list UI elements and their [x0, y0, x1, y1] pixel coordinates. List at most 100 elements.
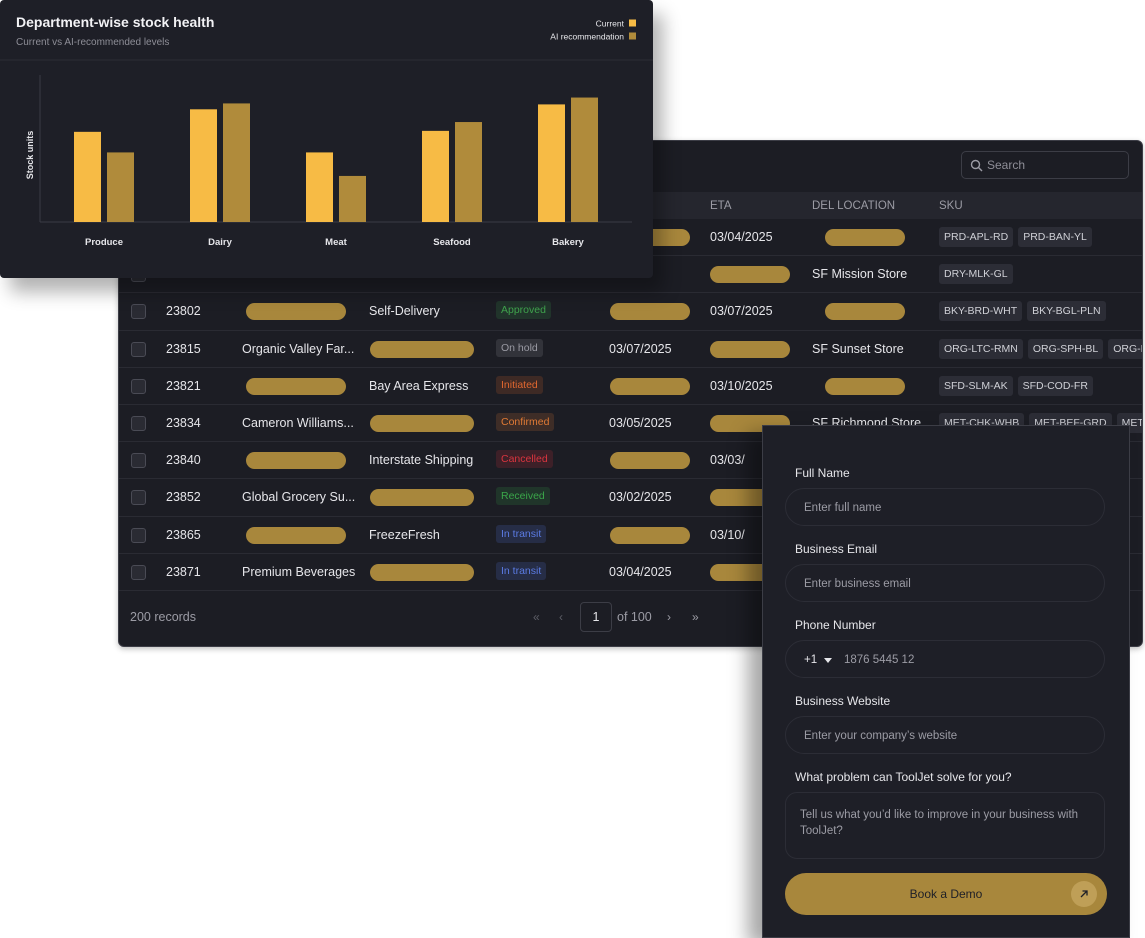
sku-list: PRD-APL-RD PRD-BAN-YL: [939, 227, 1097, 247]
carrier: Interstate Shipping: [369, 453, 474, 468]
chart: Department-wise stock health Current vs …: [0, 14, 653, 248]
button-label: Book a Demo: [909, 887, 983, 901]
status-badge: In transit: [496, 561, 547, 580]
redacted-location: [825, 303, 905, 321]
last-page[interactable]: »: [692, 610, 699, 624]
column-header: ETA: [710, 200, 732, 212]
row-checkbox[interactable]: [131, 453, 146, 469]
carrier: Bay Area Express: [369, 378, 469, 393]
row-checkbox[interactable]: [131, 527, 146, 543]
x-tick-label: Bakery: [552, 237, 584, 248]
bar: [190, 109, 217, 222]
sku-chip: ORG-SPH-BL: [1027, 338, 1104, 359]
table-row: 23871 Premium Beverages 03/04/2025 In trans…: [119, 554, 1142, 591]
bar: [74, 131, 101, 222]
sku-chip: SFD-SLM-AK: [939, 375, 1013, 396]
row-checkbox[interactable]: [131, 304, 146, 320]
id: 23865: [166, 527, 201, 542]
sku-chip: BKY-BGL-PLN: [1027, 301, 1106, 322]
placeholder: 1876 5445 12: [844, 654, 915, 666]
bar: [107, 152, 134, 222]
eta: 03/03/: [710, 453, 745, 468]
id: 23815: [166, 341, 201, 356]
legend-swatch: [629, 32, 636, 40]
redacted-eta: [710, 340, 790, 358]
legend-label: AI recommendation: [550, 32, 624, 42]
text-input[interactable]: +1 1876 5445 12: [785, 640, 1105, 678]
search-box[interactable]: Search: [961, 151, 1129, 179]
placeholder: Enter your company’s website: [804, 730, 958, 742]
status-badge: Approved: [496, 301, 551, 320]
column-header: DEL LOCATION: [812, 200, 896, 212]
eta: 03/10/2025: [710, 378, 773, 393]
row-checkbox[interactable]: [131, 341, 146, 357]
redacted-location: [825, 229, 905, 246]
status-badge: On hold: [496, 338, 543, 357]
sku-chip: ORG-KLE: [1108, 338, 1142, 359]
page-input[interactable]: 1: [580, 602, 612, 632]
eta: 03/04/2025: [710, 230, 773, 244]
placeholder: Tell us what you’d like to improve in yo…: [800, 809, 1079, 837]
text-input[interactable]: Enter full name: [785, 488, 1105, 526]
field-label: Phone Number: [795, 618, 876, 632]
redacted-del_date: [610, 303, 690, 321]
row-checkbox[interactable]: [131, 564, 146, 580]
record-count: 200 records: [130, 610, 197, 624]
name: Cameron Williams...: [242, 416, 354, 430]
table-body: 03/04/2025 PRD-APL-RD PRD-BAN-YL SF Mission…: [119, 219, 1142, 593]
redacted-del_date: [610, 377, 690, 395]
sku-chip: PRD-APL-RD: [939, 227, 1014, 247]
chart-title: Department-wise stock health: [16, 14, 214, 30]
redacted-carrier: [370, 415, 474, 432]
table-row: 23802 Self-Delivery 03/07/2025 Approved BKY-…: [119, 293, 1142, 331]
submit-button[interactable]: Book a Demo: [785, 873, 1107, 915]
status-badge: In transit: [496, 524, 547, 543]
row-checkbox[interactable]: [131, 378, 146, 394]
redacted-carrier: [370, 340, 474, 358]
field-label: Business Email: [795, 542, 878, 556]
first-page[interactable]: «: [533, 610, 540, 624]
redacted-name: [246, 303, 346, 321]
del-date: 03/07/2025: [609, 341, 672, 356]
textarea[interactable]: Tell us what you’d like to improve in yo…: [785, 792, 1105, 859]
id: 23852: [166, 490, 201, 505]
row-checkbox[interactable]: [131, 490, 146, 506]
bar: [339, 175, 366, 222]
del-date: 03/05/2025: [609, 416, 672, 430]
search-placeholder: Search: [987, 158, 1026, 172]
bar: [571, 97, 598, 222]
bar: [306, 152, 333, 222]
name: Organic Valley Far...: [242, 341, 355, 356]
legend-swatch: [629, 19, 636, 27]
chart-subtitle: Current vs AI-recommended levels: [16, 37, 169, 48]
arrow-icon: [1071, 881, 1097, 907]
location: SF Sunset Store: [812, 341, 904, 356]
demo-form: Book a Demo Full Name Enter full name Busi…: [762, 425, 1130, 938]
text-input[interactable]: Enter business email: [785, 564, 1105, 602]
sku-list: DRY-MLK-GL: [939, 264, 1018, 285]
redacted-del_date: [610, 452, 690, 470]
id: 23821: [166, 378, 201, 393]
prev-page[interactable]: ‹: [559, 610, 563, 624]
x-tick-label: Dairy: [208, 237, 232, 248]
del-date: 03/04/2025: [609, 564, 672, 579]
status-badge: Initiated: [496, 375, 543, 394]
x-tick-label: Produce: [85, 237, 123, 248]
status-badge: Received: [496, 487, 550, 506]
id: 23871: [166, 564, 201, 579]
next-page[interactable]: ›: [667, 610, 671, 624]
text-input[interactable]: Enter your company’s website: [785, 716, 1105, 754]
placeholder: Enter business email: [804, 578, 911, 590]
redacted-name: [246, 377, 346, 395]
field-label: What problem can ToolJet solve for you?: [795, 770, 1012, 784]
row-checkbox[interactable]: [131, 416, 146, 431]
id: 23840: [166, 453, 201, 468]
x-tick-label: Meat: [325, 237, 347, 248]
eta: 03/10/: [710, 527, 745, 542]
y-axis-label: Stock units: [25, 131, 35, 180]
redacted-name: [246, 452, 346, 470]
name: Premium Beverages: [242, 564, 356, 579]
carrier: FreezeFresh: [369, 527, 440, 542]
